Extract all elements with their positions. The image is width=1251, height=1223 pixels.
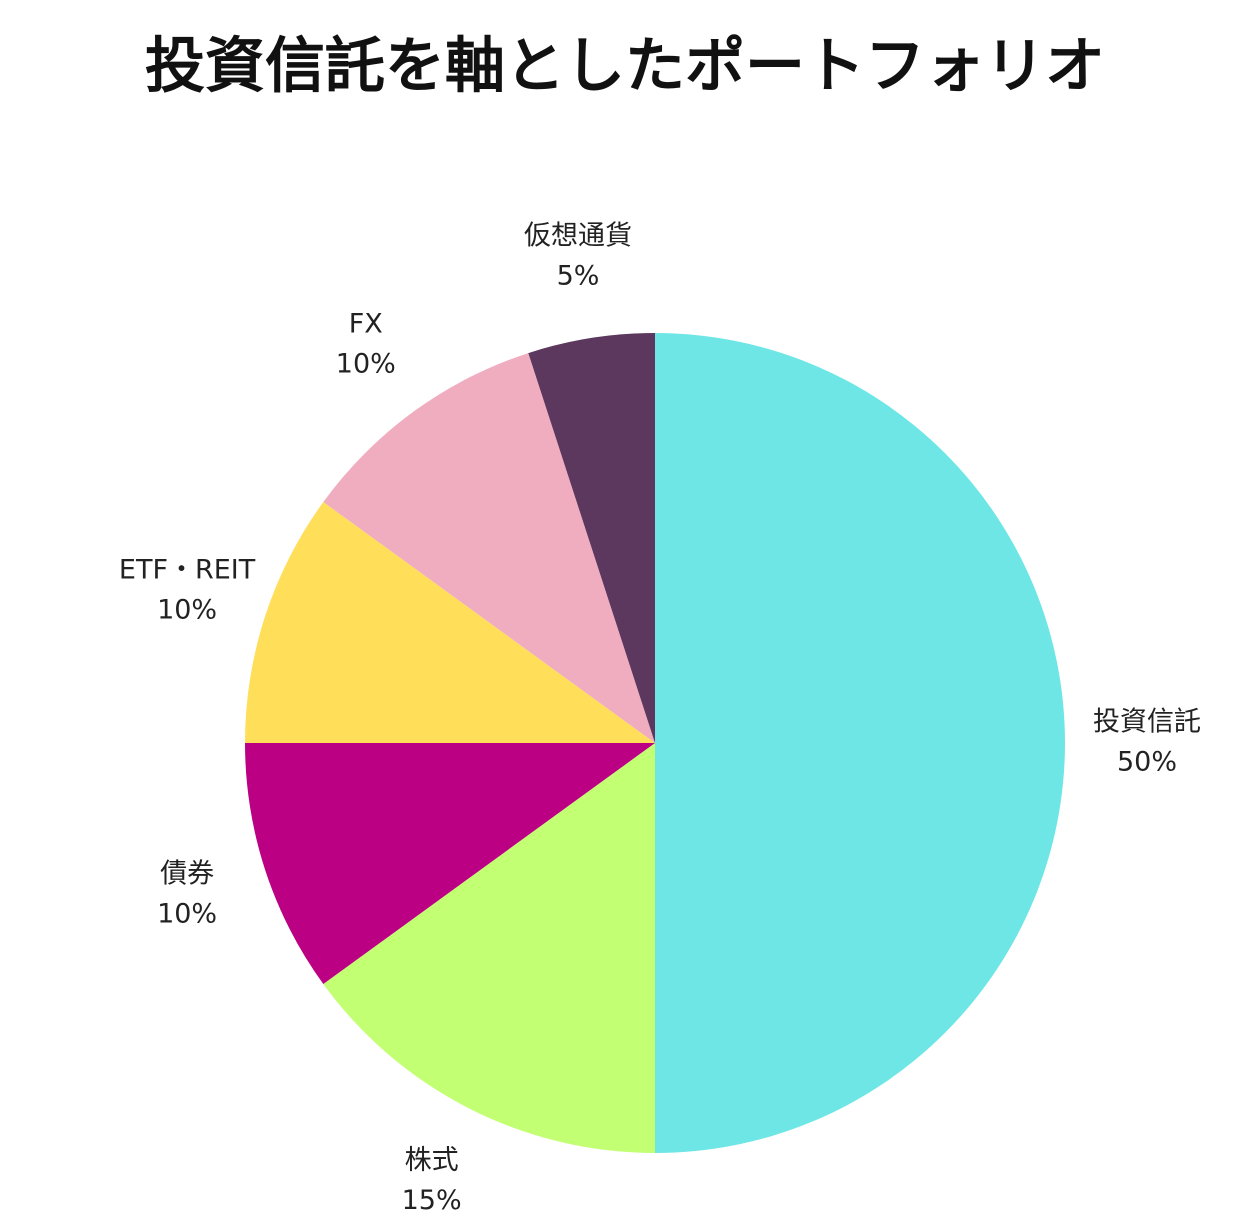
slice-label: 仮想通貨 [524,221,632,252]
value-label: 50% [1117,747,1177,778]
slice-label: FX [349,308,383,339]
chart-title: 投資信託を軸としたポートフォリオ [145,32,1105,102]
value-label: 10% [336,348,396,379]
value-label: 10% [157,899,217,930]
pie-slice [528,333,655,743]
pie-slice [323,353,655,743]
value-label: 15% [402,1185,462,1216]
pie-slice [245,743,655,984]
slice-label: 債券 [160,859,214,890]
pie-slice [245,502,655,743]
value-label: 5% [557,261,600,292]
value-label: 10% [157,594,217,625]
slice-label: ETF・REIT [119,554,256,585]
slice-label: 株式 [405,1145,459,1176]
slice-label: 投資信託 [1093,707,1201,738]
pie-slice [323,743,655,1153]
pie-slice [655,333,1065,1153]
